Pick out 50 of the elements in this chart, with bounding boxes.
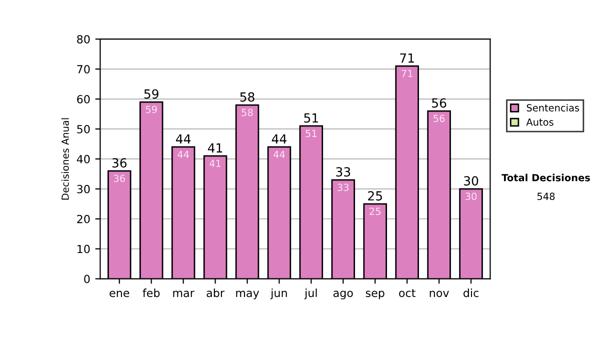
y-tick-label: 70 — [77, 65, 90, 74]
data-label: 33 — [338, 184, 349, 192]
x-tick-label: abr — [206, 288, 224, 298]
total-label: 25 — [368, 191, 382, 201]
data-label: 41 — [210, 160, 221, 167]
y-tick-label: 50 — [77, 124, 90, 134]
total-label: 56 — [432, 98, 446, 108]
data-label: 56 — [434, 114, 445, 122]
y-tick-label: 10 — [78, 244, 90, 254]
data-label: 30 — [466, 192, 477, 200]
total-label: 44 — [272, 134, 286, 144]
total-label: 71 — [400, 53, 414, 63]
data-label: 59 — [146, 106, 157, 114]
data-label: 51 — [306, 130, 316, 138]
x-tick-label: dic — [464, 288, 478, 298]
total-label: 30 — [464, 176, 478, 186]
data-label: 25 — [370, 208, 380, 216]
x-tick-label: oct — [399, 289, 416, 298]
x-tick-label: sep — [366, 290, 384, 300]
total-label: 59 — [144, 89, 158, 99]
text: 548 — [537, 192, 555, 200]
text: Total Decisiones — [502, 174, 590, 182]
total-label: 58 — [240, 92, 254, 102]
x-tick-label: ene — [110, 290, 130, 298]
y-tick-label: 20 — [77, 214, 90, 224]
total-label: 44 — [176, 134, 191, 144]
data-label: 71 — [402, 70, 412, 78]
total-label: 33 — [336, 167, 350, 177]
x-tick-label: jun — [270, 288, 287, 300]
x-tick-label: nov — [430, 290, 449, 298]
total-label: 36 — [112, 158, 127, 168]
x-tick-label: may — [236, 290, 260, 300]
y-axis-title: Decisiones Anual — [61, 118, 69, 200]
y-tick-label: 80 — [77, 35, 90, 44]
data-label: 58 — [242, 108, 253, 116]
total-label: 41 — [208, 143, 222, 152]
data-label: 44 — [178, 150, 189, 158]
x-tick-label: jul — [304, 288, 317, 300]
y-tick-label: 60 — [77, 95, 90, 104]
x-tick-label: ago — [333, 290, 353, 300]
x-tick-label: feb — [142, 288, 160, 298]
legend-label: Autos — [526, 118, 554, 126]
data-label: 44 — [274, 150, 285, 158]
data-label: 36 — [114, 174, 125, 182]
y-tick-label: 30 — [77, 184, 90, 194]
legend-label: Sentencias — [526, 104, 580, 112]
y-tick-label: 40 — [76, 154, 90, 164]
y-tick-label: 0 — [84, 274, 90, 284]
x-tick-label: mar — [173, 290, 194, 298]
total-label: 51 — [304, 113, 318, 123]
